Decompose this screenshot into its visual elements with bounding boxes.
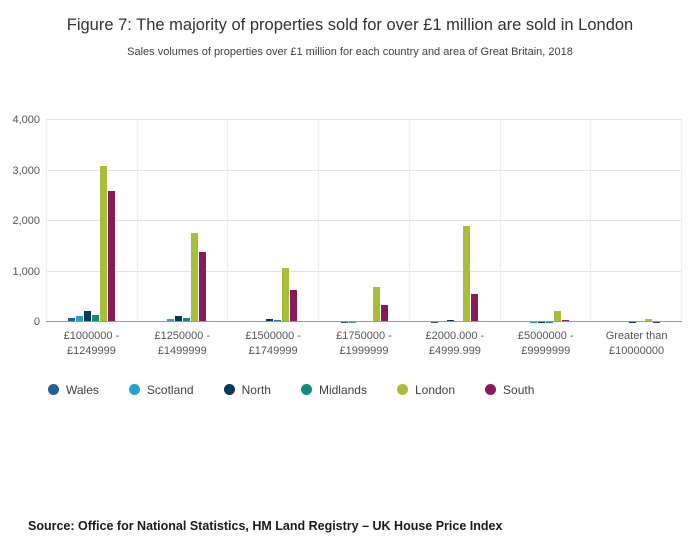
legend-dot-midlands <box>300 384 312 396</box>
gridline <box>46 119 682 121</box>
bar-group <box>138 120 229 323</box>
bar-south <box>471 294 479 323</box>
x-axis-label: £5000000 - £9999999 <box>517 330 574 358</box>
legend-item-scotland: Scotland <box>128 382 194 397</box>
legend-item-midlands: Midlands <box>300 382 367 397</box>
legend-label: Midlands <box>318 382 367 397</box>
bar-north <box>84 311 92 323</box>
legend-label: Scotland <box>146 382 194 397</box>
y-tick-label: 0 <box>33 316 40 329</box>
bar-wales <box>68 318 76 323</box>
y-tick-label: 2,000 <box>12 215 40 228</box>
legend-label: North <box>241 382 271 397</box>
legend-item-north: North <box>223 382 271 397</box>
bar-north <box>175 316 183 323</box>
y-tick-label: 1,000 <box>12 265 40 278</box>
y-tick-label: 3,000 <box>12 164 40 177</box>
bar-north <box>447 320 455 323</box>
bar-north <box>265 319 273 323</box>
bar-london <box>553 311 561 323</box>
x-axis-line <box>46 321 682 323</box>
source-note: Source: Office for National Statistics, … <box>28 519 503 533</box>
bar-london <box>100 165 108 323</box>
x-axis-label: £1250000 - £1499999 <box>154 330 211 358</box>
bar-midlands <box>183 318 191 323</box>
bar-south <box>380 304 388 323</box>
bar-group <box>501 120 592 323</box>
bar-south <box>289 289 297 323</box>
y-axis: 0 1,000 2,000 3,000 4,000 <box>10 114 46 328</box>
bar-london <box>281 268 289 323</box>
x-axis-label: £1500000 - £1749999 <box>245 330 301 358</box>
x-axis-label: £1000000 - £1249999 <box>63 330 120 358</box>
bar-london <box>463 226 471 323</box>
bar-groups <box>46 120 683 323</box>
chart-subtitle: Sales volumes of properties over £1 mill… <box>127 46 573 59</box>
bar-midlands <box>92 315 100 323</box>
legend-label: London <box>414 382 456 397</box>
bar-london <box>644 318 652 323</box>
bar-south <box>199 251 207 323</box>
x-axis-label: £2000.000 - £4999.999 <box>425 330 485 358</box>
legend-dot-wales <box>48 384 59 396</box>
bar-group <box>228 120 320 323</box>
bar-group <box>319 120 410 323</box>
legend: Wales Scotland North Midlands London South <box>48 383 700 397</box>
legend-dot-scotland <box>128 384 140 396</box>
gridline <box>46 169 682 171</box>
legend-item-london: London <box>396 382 456 397</box>
gridline <box>46 270 682 272</box>
plot-area <box>46 119 683 323</box>
legend-label: South <box>503 382 535 397</box>
bar-south <box>561 320 569 323</box>
bar-london <box>372 286 380 323</box>
bar-group <box>410 120 501 323</box>
legend-dot-london <box>396 384 408 396</box>
x-axis: £1000000 - £1249999 £1250000 - £1499999 £1… <box>46 329 682 359</box>
x-axis-label: £1750000 - £1999999 <box>336 330 392 358</box>
chart-title: Figure 7: The majority of properties sol… <box>66 16 634 34</box>
legend-dot-north <box>223 384 235 396</box>
legend-dot-south <box>485 384 497 396</box>
gridline <box>46 220 682 222</box>
bar-scotland <box>76 316 84 323</box>
bar-london <box>191 233 199 323</box>
bar-group <box>46 120 138 323</box>
bar-chart: 0 1,000 2,000 3,000 4,000 <box>10 114 683 328</box>
bar-scotland <box>167 319 175 323</box>
bar-midlands <box>273 320 281 323</box>
bar-group <box>591 120 683 323</box>
bar-south <box>108 190 116 323</box>
y-tick-label: 4,000 <box>12 114 40 127</box>
legend-item-wales: Wales <box>48 383 99 397</box>
legend-label: Wales <box>66 382 99 397</box>
legend-item-south: South <box>485 383 534 397</box>
x-axis-label: Greater than £10000000 <box>605 330 668 358</box>
